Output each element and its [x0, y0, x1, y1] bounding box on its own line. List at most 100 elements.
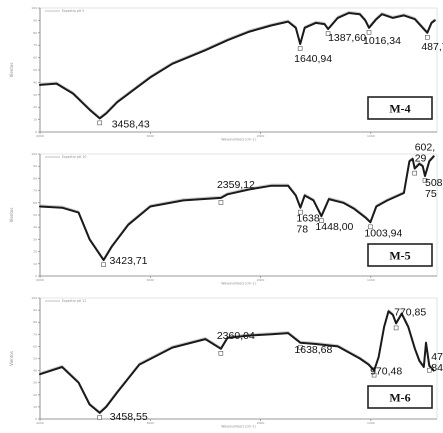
y-tick-label: 70: [33, 189, 37, 193]
peak-label-line: 1448,00: [315, 221, 353, 233]
y-tick-label: 80: [33, 31, 37, 35]
y-tick-label: 100: [31, 152, 37, 156]
y-tick-label: 50: [33, 68, 37, 72]
x-tick-label: 1000: [367, 134, 375, 138]
peak-label: 1016,34: [363, 35, 401, 47]
x-tick-label: 2000: [257, 278, 265, 282]
peak-marker: [297, 46, 303, 51]
y-tick-label: 0: [35, 130, 37, 134]
peak-label: 3458,55: [110, 411, 148, 423]
peak-label: 970,48: [370, 366, 402, 378]
y-tick-label: 0: [35, 274, 37, 278]
peak-label: 3423,71: [110, 255, 148, 267]
y-tick-label: 40: [33, 80, 37, 84]
peak-marker: [426, 367, 432, 373]
peak-label-line: 78: [296, 224, 308, 236]
y-tick-label: 100: [31, 6, 37, 10]
x-tick-label: 3000: [146, 278, 154, 282]
y-tick-label: 30: [33, 381, 37, 385]
peak-label: 3458,43: [112, 118, 150, 130]
peak-label-line: 770,85: [394, 306, 426, 318]
peak-label-line: 487,73: [421, 41, 443, 53]
peak-marker: [366, 30, 372, 35]
legend-entry: Espectro pH 10: [62, 155, 86, 159]
peak-label-line: 1387,60: [328, 32, 366, 44]
spectrum-curve-shadow: [39, 10, 436, 118]
peak-label: 602, 29: [415, 142, 435, 165]
peak-marker: [218, 200, 224, 205]
y-axis-label: Vientos: [9, 208, 14, 223]
y-tick-label: 90: [33, 164, 37, 168]
sample-label-box: [367, 385, 433, 409]
peak-marker: [101, 262, 106, 267]
peak-label-line: 508,: [425, 177, 443, 189]
peak-label: 487,73: [421, 41, 443, 53]
peak-label-line: 1003,94: [364, 227, 402, 239]
y-tick-label: 0: [35, 417, 37, 421]
y-tick-label: 40: [33, 369, 37, 373]
peak-label-line: 2359,12: [217, 179, 255, 191]
x-axis-label: Wavenumbers (cm-1): [221, 425, 255, 429]
spectrum-curve: [39, 12, 436, 120]
y-tick-label: 100: [31, 296, 37, 300]
peak-label-line: 3423,71: [110, 255, 148, 267]
y-tick-label: 70: [33, 43, 37, 47]
x-tick-label: 4000: [36, 134, 44, 138]
sample-label: M-5: [389, 249, 410, 263]
sample-label: M-6: [389, 391, 410, 405]
peak-marker: [218, 351, 224, 356]
x-tick-label: 1000: [367, 421, 375, 425]
x-tick-label: 2000: [257, 421, 265, 425]
peak-label-line: 75: [425, 188, 437, 200]
peak-marker: [97, 120, 103, 126]
peak-marker: [97, 415, 103, 420]
peak-marker: [371, 372, 377, 378]
legend-entry: Espectro pH 5: [62, 9, 84, 13]
peak-marker: [298, 344, 303, 350]
y-tick-label: 10: [33, 405, 37, 409]
sample-label-box: [367, 96, 433, 120]
peak-label-line: 602,: [415, 142, 435, 154]
y-tick-label: 70: [33, 332, 37, 336]
x-axis-label: Wavenumbers (cm-1): [221, 282, 255, 286]
peak-label-line: 47: [431, 351, 443, 363]
peak-label: 1003,94: [364, 227, 402, 239]
y-tick-label: 60: [33, 344, 37, 348]
peak-label-line: 1638,: [296, 213, 322, 225]
peak-marker: [393, 325, 399, 331]
y-tick-label: 20: [33, 250, 37, 254]
sample-label-box: [367, 243, 433, 267]
spectrum-curve: [39, 155, 435, 262]
peak-label-line: 3458,55: [110, 411, 148, 423]
y-tick-label: 90: [33, 18, 37, 22]
peak-marker: [368, 224, 373, 230]
y-tick-label: 20: [33, 105, 37, 109]
y-tick-label: 50: [33, 357, 37, 361]
x-tick-label: 2000: [257, 134, 265, 138]
sample-label: M-4: [389, 102, 410, 116]
x-tick-label: 4000: [36, 278, 44, 282]
y-tick-label: 50: [33, 213, 37, 217]
y-tick-label: 10: [33, 262, 37, 266]
peak-label-line: 3458,43: [112, 118, 150, 130]
y-axis-label: Vientos: [9, 351, 14, 366]
peak-label: 1638, 78: [296, 213, 322, 236]
peak-label-line: 1638,68: [294, 344, 332, 356]
spectrum-curve: [39, 310, 435, 414]
y-tick-label: 10: [33, 118, 37, 122]
peak-label: 1640,94: [294, 53, 332, 65]
peak-label: 47 84: [431, 351, 443, 374]
y-tick-label: 80: [33, 176, 37, 180]
y-tick-label: 30: [33, 93, 37, 97]
peak-label: 1448,00: [315, 221, 353, 233]
x-tick-label: 4000: [36, 421, 44, 425]
y-axis-label: Vientos: [9, 63, 14, 78]
peak-marker: [422, 178, 428, 183]
y-tick-label: 90: [33, 308, 37, 312]
peak-marker: [298, 209, 303, 215]
peak-marker: [425, 34, 430, 40]
peak-label: 2360,04: [217, 330, 255, 342]
